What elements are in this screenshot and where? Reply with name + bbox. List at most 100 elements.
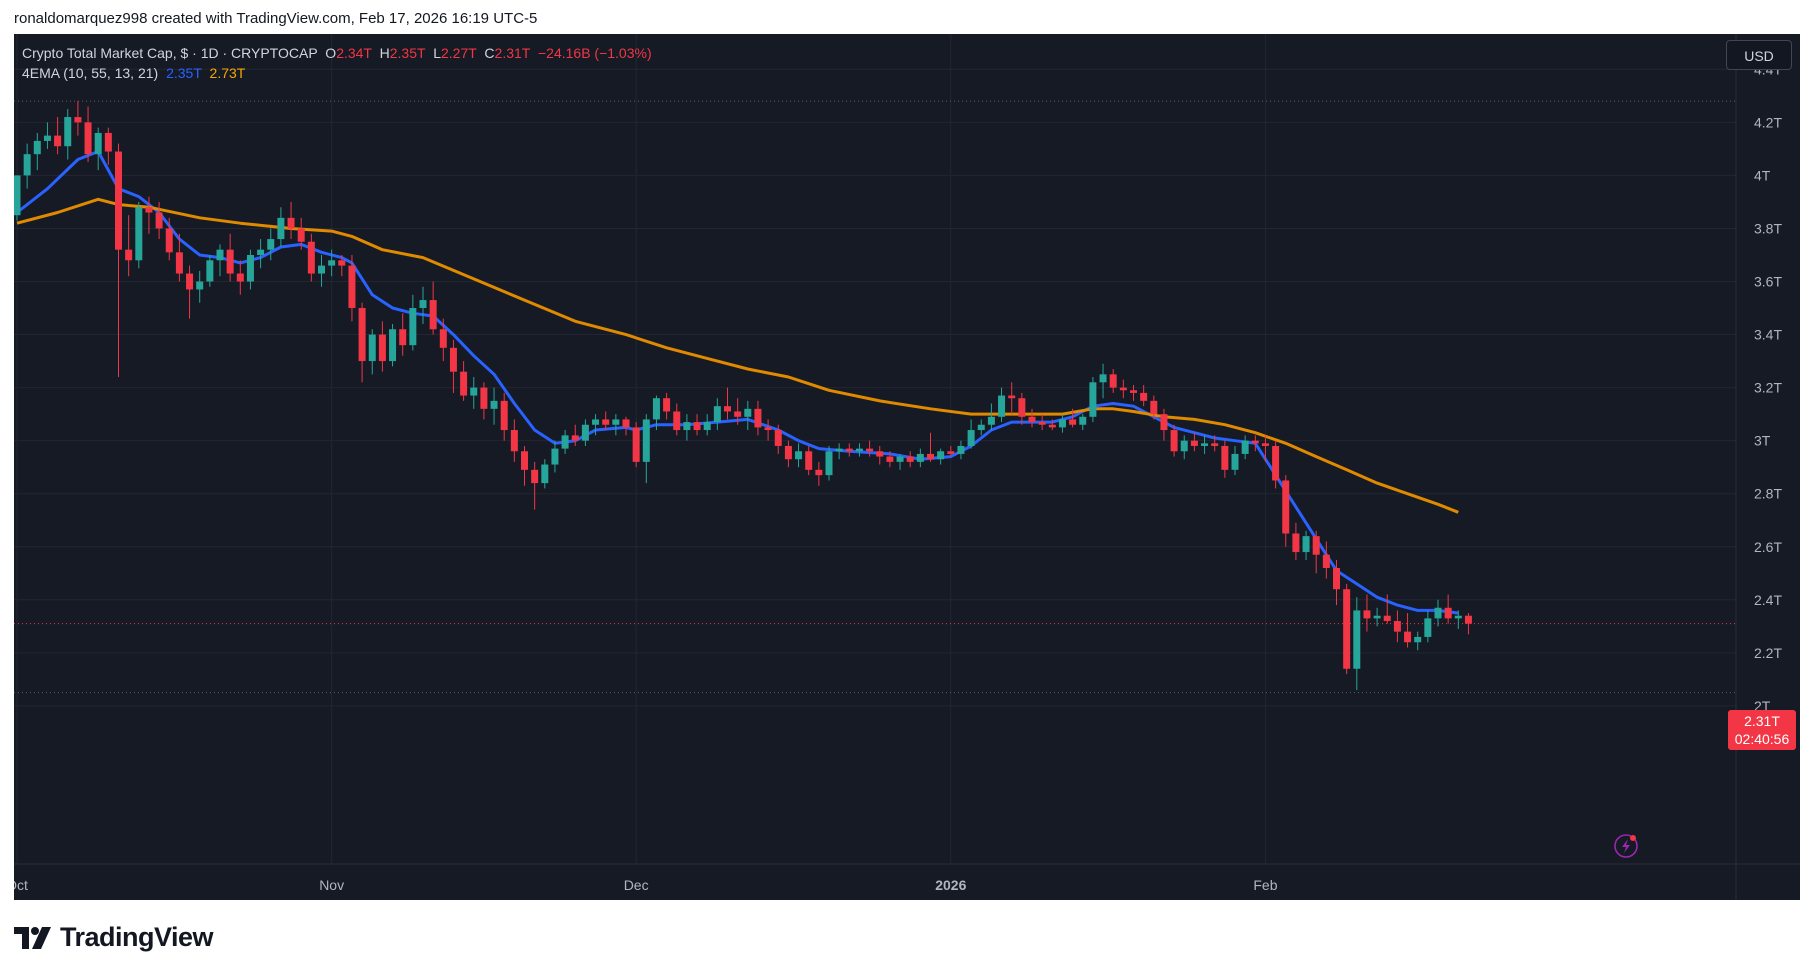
candle-down [764,419,772,441]
candle-up [937,448,945,465]
candle-body [1272,445,1280,481]
alert-icon[interactable] [1614,834,1638,858]
candle-down [429,281,437,335]
candle-up [318,254,325,287]
candle-body [652,398,660,420]
candle-down [622,416,630,436]
candle-up [1180,435,1188,460]
candle-body [937,451,945,460]
candle-body [14,175,21,216]
candle-body [470,387,478,396]
candle-down [1038,414,1046,431]
candle-body [267,239,275,250]
y-tick-label: 2.8T [1754,486,1782,502]
candle-body [602,419,610,425]
candle-body [1353,610,1361,669]
candle-body [724,406,731,412]
candle-up [419,286,427,324]
candle-down [480,382,488,420]
candle-down [1211,435,1219,452]
candle-down [1160,408,1168,441]
candle-body [845,448,853,452]
candle-down [1150,395,1158,420]
candle-body [115,151,122,250]
candle-up [592,414,600,436]
candle-down [297,217,305,250]
candle-down [1363,594,1371,632]
candle-down [754,400,762,436]
candle-up [1079,414,1087,431]
candle-body [1383,615,1391,622]
price-chart[interactable]: 2T 2.2T 2.4T 2.6T 2.8T 3T 3.2T 3.4T 3.6T 3.8T 4T 4.… [14,34,1800,900]
candle-up [998,387,1006,423]
candle-up [1424,610,1432,643]
candle-up [328,249,336,277]
candle-body [409,308,417,346]
candle-body [64,117,72,147]
candle-up [896,453,904,470]
candle-up [977,419,985,436]
candle-up [835,443,843,460]
candle-down [1383,594,1391,624]
candle-body [683,422,691,431]
candle-body [155,212,163,229]
candle-down [348,254,356,322]
candle-down [845,443,853,457]
candle-up [1353,597,1361,690]
candle-body [1058,419,1066,428]
candle-down [1333,560,1340,606]
candle-body [906,456,914,462]
y-tick-label: 3.8T [1754,220,1782,236]
candle-up [652,395,660,431]
candle-body [1140,392,1148,401]
chart-frame[interactable]: 2T 2.2T 2.4T 2.6T 2.8T 3T 3.2T 3.4T 3.6T 3.8T 4T 4.… [14,34,1800,900]
candle-body [1109,374,1117,388]
candle-down [815,461,823,486]
candle-body [561,435,569,449]
candle-down [338,254,346,277]
tradingview-logo[interactable]: TradingView [14,922,214,953]
candle-up [1241,435,1249,460]
y-tick-label: 3T [1754,433,1771,449]
candle-up [967,419,975,449]
candle-down [1404,613,1412,648]
candle-down [1444,594,1452,624]
candle-body [947,451,955,454]
candle-down [439,318,447,362]
y-tick-label: 4.2T [1754,114,1782,130]
candle-down [1261,435,1269,462]
candle-body [84,122,92,155]
candle-body [541,464,549,484]
symbol-title[interactable]: Crypto Total Market Cap, $ · 1D · CRYPTO… [22,45,318,61]
candle-body [1018,398,1026,417]
candle-down [378,321,386,372]
candle-down [115,143,122,377]
candle-down [1393,610,1401,643]
candle-body [439,329,447,348]
ema-lines [16,150,1459,615]
candle-down [1312,530,1320,574]
candle-up [216,244,224,277]
candle-body [1150,400,1158,415]
candle-down [165,217,173,261]
candle-body [1343,589,1351,669]
candle-down [693,414,701,436]
candle-down [1130,384,1137,401]
x-tick-label: Oct [14,877,28,893]
last-price-value: 2.31T [1744,713,1780,729]
candle-up [267,228,275,261]
candle-body [927,453,934,460]
candle-down [531,461,539,510]
candle-body [378,334,386,362]
candle-body [1099,374,1107,383]
candle-body [551,448,559,465]
indicator-title[interactable]: 4EMA (10, 55, 13, 21) [22,65,159,81]
candle-body [612,419,620,425]
candle-down [602,411,610,431]
candle-body [297,228,305,242]
candle-body [1282,480,1290,534]
candle-down [460,361,468,401]
currency-button[interactable]: USD [1726,40,1792,70]
candle-body [1201,443,1209,446]
candle-body [125,249,133,261]
